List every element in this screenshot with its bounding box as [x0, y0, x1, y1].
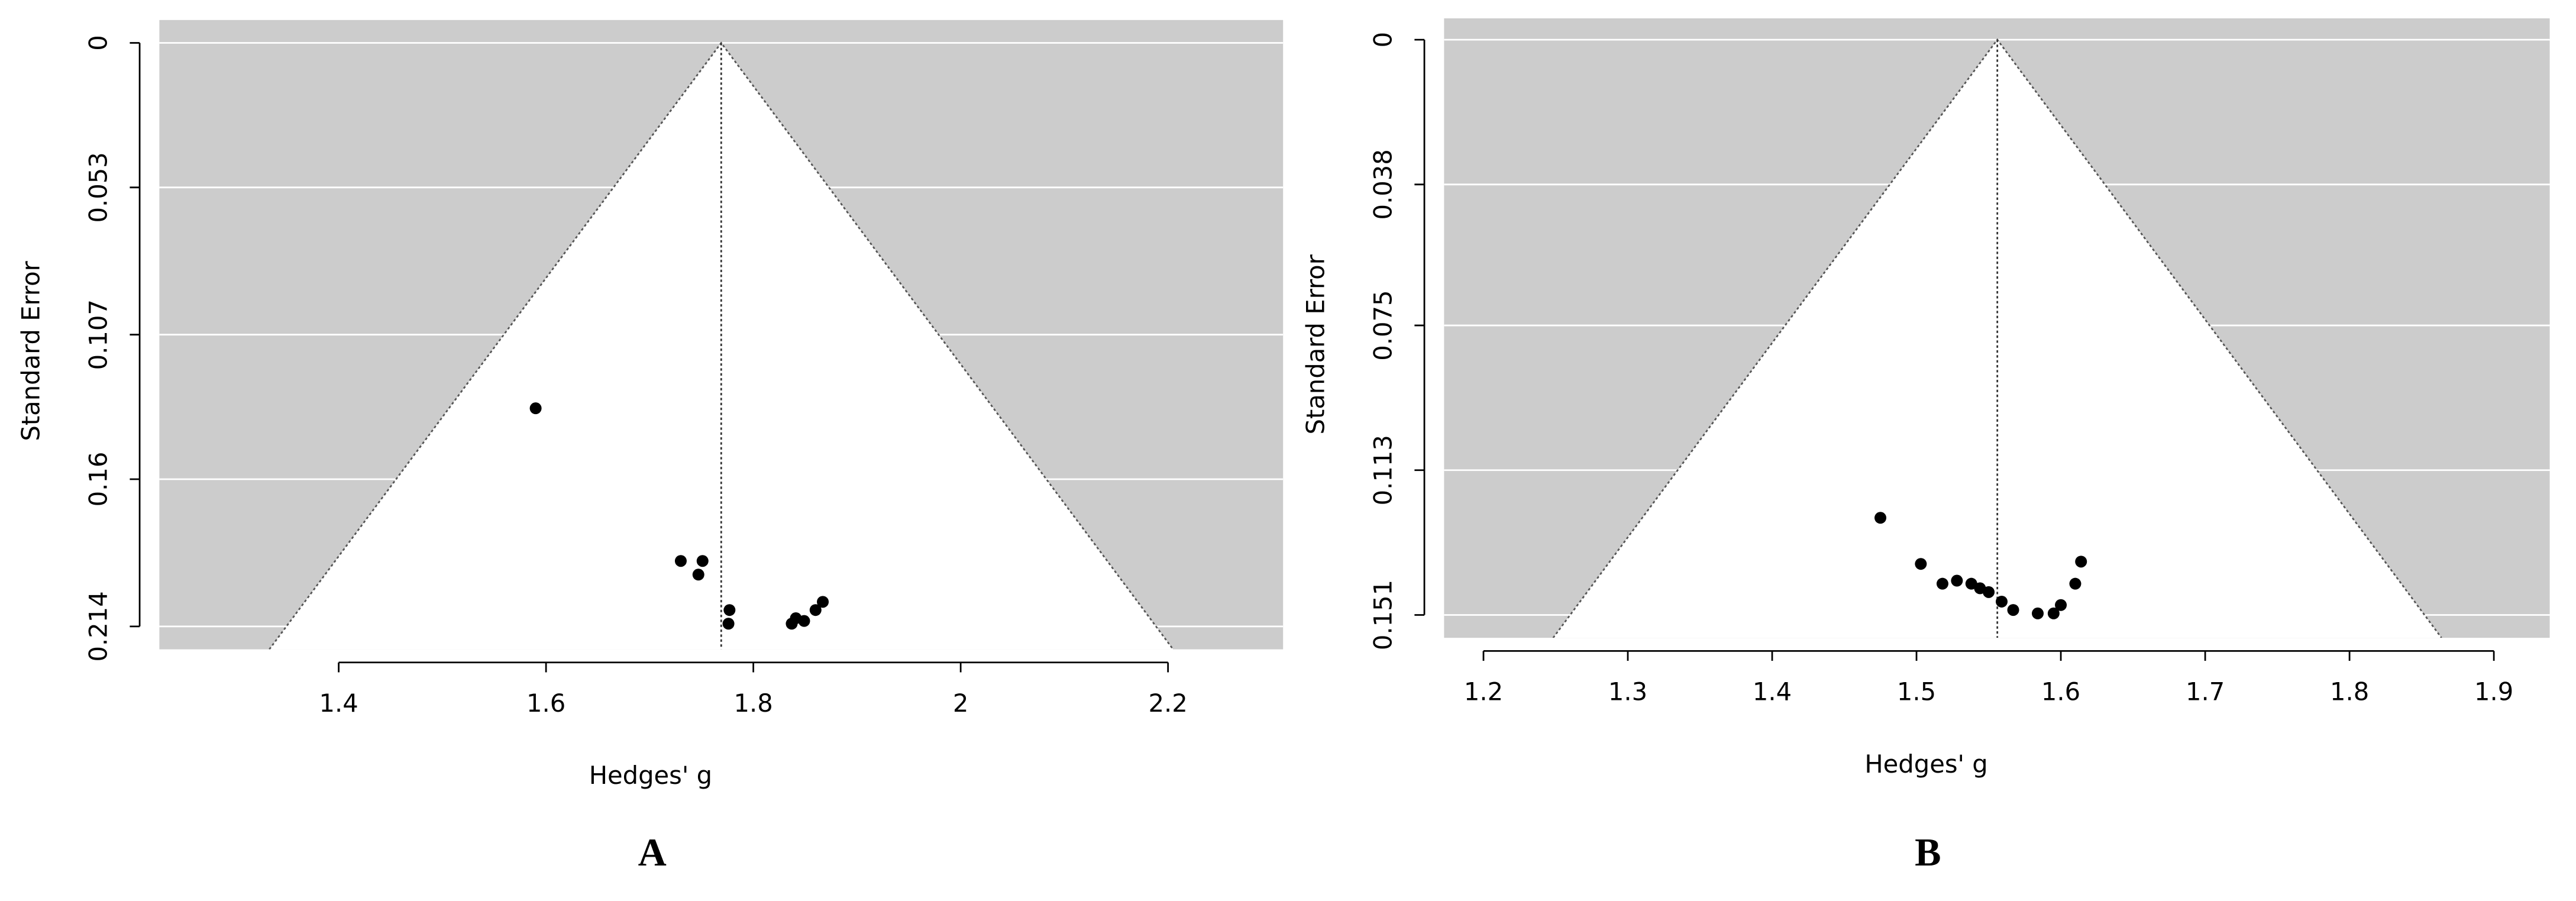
point — [1996, 595, 2008, 608]
funnel-plot: 0 0.038 0.075 0.113 0.151 1.2 1.3 1.4 1.5 1.6 1.7 1… — [1301, 18, 2550, 874]
point — [723, 604, 736, 616]
point — [2069, 577, 2082, 590]
y-tick-label: 0.214 — [83, 591, 112, 661]
point — [1936, 577, 1948, 590]
point — [2007, 604, 2019, 616]
y-tick-label: 0.113 — [1368, 435, 1397, 505]
plot-area — [1444, 38, 2550, 638]
point — [1965, 577, 1977, 590]
point — [817, 596, 829, 608]
point — [1874, 512, 1887, 524]
point — [529, 402, 542, 415]
point — [2055, 599, 2067, 611]
point — [696, 555, 709, 567]
y-tick-label: 0 — [1368, 32, 1397, 48]
x-tick-label: 1.4 — [319, 689, 358, 718]
y-tick-label: 0 — [83, 35, 112, 51]
x-tick-label: 1.8 — [733, 689, 773, 718]
x-tick-label: 1.4 — [1753, 677, 1792, 706]
point — [809, 604, 822, 616]
y-tick-label: 0.16 — [83, 452, 112, 507]
x-tick-label: 1.6 — [2041, 677, 2080, 706]
x-axis-title: Hedges' g — [1864, 750, 1987, 779]
x-axis-title: Hedges' g — [589, 761, 712, 790]
x-tick-label: 1.8 — [2330, 677, 2369, 706]
point — [722, 618, 735, 630]
y-axis-title: Standard Error — [17, 260, 46, 441]
y-axis-title: Standard Error — [1301, 254, 1330, 434]
point — [798, 615, 810, 627]
x-tick-label: 2 — [953, 689, 969, 718]
y-tick-label: 0.151 — [1368, 580, 1397, 650]
funnel — [269, 43, 1174, 650]
panel-label: A — [638, 831, 667, 874]
x-tick-label: 1.2 — [1464, 677, 1503, 706]
x-tick-label: 1.6 — [526, 689, 565, 718]
panel-label: B — [1915, 831, 1941, 874]
point — [2032, 607, 2044, 619]
x-tick-label: 1.7 — [2186, 677, 2225, 706]
y-tick-label: 0.053 — [83, 152, 112, 222]
x-tick-label: 1.5 — [1897, 677, 1936, 706]
point — [2075, 556, 2087, 568]
point — [1983, 586, 1995, 598]
point — [2047, 607, 2060, 619]
point — [1951, 574, 1963, 587]
plot-area — [159, 41, 1284, 650]
point — [692, 569, 704, 581]
point — [1915, 558, 1927, 570]
x-tick-label: 2.2 — [1149, 689, 1188, 718]
funnel-plot: 0 0.053 0.107 0.16 0.214 1.4 1.6 1.8 2 2.2 Hedges'… — [17, 20, 1284, 874]
y-tick-label: 0.107 — [83, 299, 112, 370]
funnel — [1553, 40, 2442, 638]
x-tick-label: 1.3 — [1608, 677, 1647, 706]
point — [674, 555, 687, 567]
y-tick-label: 0.075 — [1368, 290, 1397, 360]
x-tick-label: 1.9 — [2474, 677, 2513, 706]
y-tick-label: 0.038 — [1368, 149, 1397, 219]
